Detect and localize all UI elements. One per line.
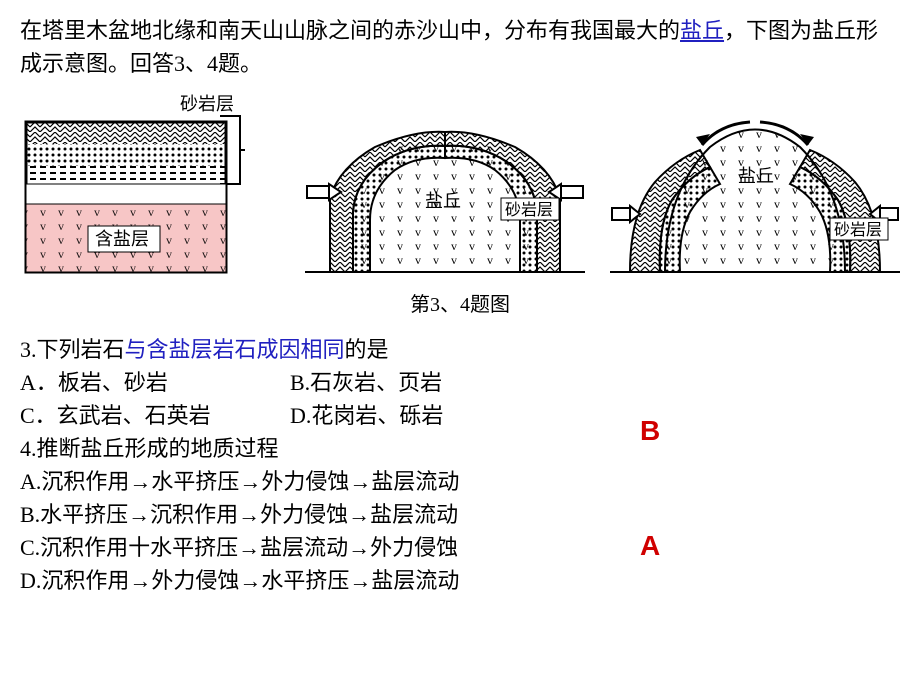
label-sandstone-top: 砂岩层 xyxy=(180,94,234,114)
q4-option-c: C.沉积作用十水平挤压→盐层流动→外力侵蚀 xyxy=(20,531,900,564)
q3-option-b: B.石灰岩、页岩 xyxy=(290,366,560,399)
figure-caption: 第3、4题图 xyxy=(20,288,900,317)
diagram-row: 砂岩层 v 含盐层 xyxy=(20,92,900,282)
q4-option-d: D.沉积作用→外力侵蚀→水平挤压→盐层流动 xyxy=(20,564,900,597)
intro-keyword: 盐丘 xyxy=(680,18,724,43)
label-sandstone-3: 砂岩层 xyxy=(834,221,882,239)
label-salt-dome-3: 盐丘 xyxy=(738,166,774,186)
q4-option-b: B.水平挤压→沉积作用→外力侵蚀→盐层流动 xyxy=(20,498,900,531)
diagram-1: 砂岩层 v 含盐层 xyxy=(20,92,280,282)
q4-answer: A xyxy=(640,530,660,562)
q3-option-d: D.花岗岩、砾岩 xyxy=(290,399,560,432)
label-sandstone-2: 砂岩层 xyxy=(505,201,553,219)
q3-stem: 3.下列岩石与含盐层岩石成因相同的是 xyxy=(20,333,900,366)
diagram-2: v 盐丘 砂岩层 xyxy=(305,112,585,282)
label-salt-dome-2: 盐丘 xyxy=(425,191,461,211)
q3-answer: B xyxy=(640,415,660,447)
q4-option-a: A.沉积作用→水平挤压→外力侵蚀→盐层流动 xyxy=(20,465,900,498)
question-3: 3.下列岩石与含盐层岩石成因相同的是 A．板岩、砂岩 B.石灰岩、页岩 C．玄武… xyxy=(20,333,900,432)
q3-stem-pre: 3.下列岩石 xyxy=(20,337,125,362)
q3-stem-highlight: 与含盐层岩石成因相同 xyxy=(125,337,345,362)
diagram-3: v 盐丘 砂岩层 xyxy=(610,112,900,282)
q3-option-a: A．板岩、砂岩 xyxy=(20,366,290,399)
q3-option-c: C．玄武岩、石英岩 xyxy=(20,399,290,432)
intro-paragraph: 在塔里木盆地北缘和南天山山脉之间的赤沙山中，分布有我国最大的盐丘，下图为盐丘形成… xyxy=(20,14,900,80)
q4-stem: 4.推断盐丘形成的地质过程 xyxy=(20,432,900,465)
question-4: 4.推断盐丘形成的地质过程 A.沉积作用→水平挤压→外力侵蚀→盐层流动 B.水平… xyxy=(20,432,900,597)
label-salt-layer: 含盐层 xyxy=(95,229,149,249)
intro-part1: 在塔里木盆地北缘和南天山山脉之间的赤沙山中，分布有我国最大的 xyxy=(20,18,680,43)
q3-stem-post: 的是 xyxy=(345,337,389,362)
